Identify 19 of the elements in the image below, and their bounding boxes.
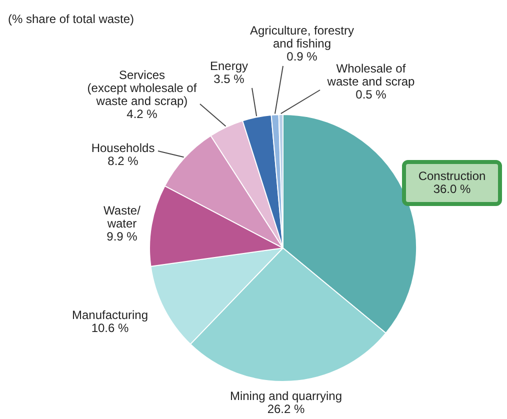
slice-label: Energy — [210, 59, 248, 73]
slice-label: Manufacturing — [72, 308, 148, 322]
slice-label: Agriculture, forestry and fishing — [250, 24, 354, 50]
slice-label: Households — [91, 141, 155, 155]
data-label: 9.9 % — [106, 230, 138, 244]
data-label: 4.2 % — [126, 107, 158, 121]
slice-label: Wholesale of waste and scrap — [327, 62, 415, 88]
slice-label: Waste/ water — [104, 204, 140, 230]
slice-label: Services (except wholesale of waste and scrap) — [87, 68, 197, 108]
data-label: 10.6 % — [91, 321, 129, 335]
chart-title: (% share of total waste) — [8, 12, 134, 26]
slice-label: Construction — [418, 169, 486, 183]
data-label: 36.0 % — [433, 182, 471, 196]
data-label: 0.5 % — [356, 88, 386, 102]
slice-label: Mining and quarrying — [230, 389, 342, 403]
data-label: 0.9 % — [286, 50, 318, 64]
data-label: 26.2 % — [267, 402, 305, 416]
data-label: 8.2 % — [108, 154, 138, 168]
data-label: 3.5 % — [214, 72, 244, 86]
